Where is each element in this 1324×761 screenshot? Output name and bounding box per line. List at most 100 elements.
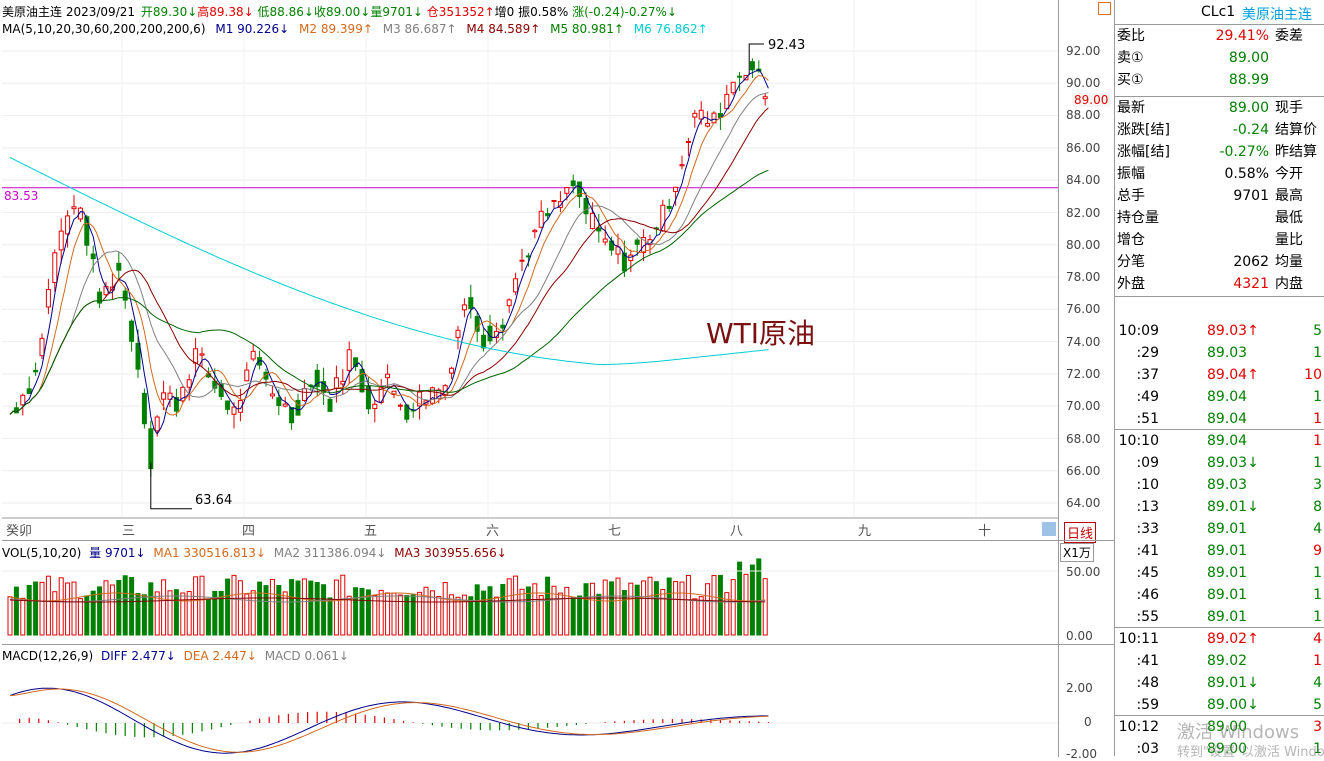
volume-bar: [301, 578, 307, 636]
volume-bar: [7, 596, 13, 636]
tick-row[interactable]: :29 89.03 1: [1115, 342, 1324, 364]
quote-label: 增仓: [1117, 232, 1145, 248]
volume-bar: [193, 576, 199, 636]
volume-bar: [423, 586, 429, 636]
volume-panel[interactable]: VOL(5,10,20) 量 9701↓ MA1 330516.813↓ MA2…: [2, 540, 1059, 645]
settings-icon[interactable]: [1098, 2, 1111, 15]
quote-name[interactable]: 美原油主连: [1242, 7, 1312, 23]
vol-tick: 0.00: [1066, 629, 1093, 643]
quote-code: CLc1: [1201, 4, 1236, 20]
quote-value: 29.41%: [1215, 28, 1269, 44]
volume-bar: [385, 592, 391, 636]
ma10-line: [9, 74, 769, 416]
ma-m6: M6 76.862↑: [633, 22, 708, 36]
macd-panel[interactable]: MACD(12,26,9) DIFF 2.477↓ DEA 2.447↓ MAC…: [2, 644, 1059, 757]
macd-chart[interactable]: [2, 645, 1058, 757]
candle-body: [314, 369, 320, 388]
volume-bar: [532, 583, 538, 636]
tick-row[interactable]: :51 89.04 1: [1115, 408, 1324, 430]
tick-row[interactable]: :59 89.00↓ 5: [1115, 694, 1324, 716]
tick-row[interactable]: :45 89.01 1: [1115, 562, 1324, 584]
tick-row[interactable]: :13 89.01↓ 8: [1115, 496, 1324, 518]
candle-body: [666, 205, 672, 209]
tick-price: 89.01: [1207, 565, 1248, 581]
oi-change: 增0: [494, 5, 515, 19]
volume-bar: [429, 590, 435, 636]
quote-label-right: 均量: [1275, 254, 1303, 270]
volume-bar: [583, 583, 589, 636]
quote-label-right: 内盘: [1275, 276, 1303, 292]
tick-row[interactable]: 10:11 89.02↑ 4: [1115, 628, 1324, 650]
candle-body: [730, 81, 736, 94]
vol-ma3: MA3 303955.656↓: [394, 546, 507, 560]
candle-body: [481, 334, 487, 349]
vol-header: VOL(5,10,20) 量 9701↓ MA1 330516.813↓ MA2…: [2, 544, 507, 561]
tick-row[interactable]: :37 89.04↑ 10: [1115, 364, 1324, 386]
volume-bar: [519, 588, 525, 636]
ma-m1: M1 90.226↓: [215, 22, 290, 36]
tick-volume: 1: [1313, 609, 1322, 625]
tick-row[interactable]: :03 89.00 1: [1115, 738, 1324, 760]
tick-row[interactable]: :10 89.03 3: [1115, 474, 1324, 496]
ma-m3: M3 86.687↑: [382, 22, 457, 36]
volume-bar: [276, 585, 282, 636]
tick-volume: 1: [1313, 433, 1322, 449]
candle-body: [602, 238, 608, 243]
volume-chart[interactable]: [2, 541, 1058, 645]
candlestick-chart[interactable]: [2, 0, 1058, 540]
close-value: 收89.00↓: [313, 5, 371, 19]
scroll-right-button[interactable]: [1042, 522, 1056, 536]
tick-row[interactable]: :41 89.02 1: [1115, 650, 1324, 672]
tick-time: :09: [1136, 455, 1159, 471]
ma-label: MA(5,10,20,30,60,200,200,200,6): [2, 22, 206, 36]
candle-body: [685, 140, 691, 143]
volume-bar: [154, 591, 160, 636]
volume-bar: [295, 580, 301, 636]
tick-price: 89.01: [1207, 543, 1248, 559]
candle-body: [39, 337, 45, 357]
tick-row[interactable]: :55 89.01 1: [1115, 606, 1324, 628]
volume-bar: [673, 581, 679, 636]
tick-row[interactable]: :33 89.01 4: [1115, 518, 1324, 540]
amplitude-value: 振0.58%: [518, 5, 569, 19]
tick-price: 89.03: [1207, 345, 1248, 361]
volume-bar: [666, 577, 672, 636]
quote-row: 最新 89.00 现手: [1115, 97, 1324, 119]
tick-row[interactable]: :09 89.03↓ 1: [1115, 452, 1324, 474]
tick-volume: 10: [1304, 367, 1322, 383]
volume-bar: [308, 580, 314, 636]
tick-price: 89.03↑: [1207, 323, 1259, 339]
ma-m5: M5 80.981↑: [550, 22, 624, 36]
tick-row[interactable]: :49 89.04 1: [1115, 386, 1324, 408]
ma-header: MA(5,10,20,30,60,200,200,200,6) M1 90.22…: [2, 22, 708, 36]
macd-tick: 2.00: [1066, 681, 1093, 695]
tick-row[interactable]: :41 89.01 9: [1115, 540, 1324, 562]
vol-ma1: MA1 330516.813↓: [153, 546, 266, 560]
tick-volume: 9: [1313, 543, 1322, 559]
tick-price: 89.04: [1207, 433, 1248, 449]
tick-row[interactable]: :48 89.01↓ 4: [1115, 672, 1324, 694]
volume-bar: [717, 574, 723, 636]
month-label-3: 五: [364, 524, 378, 539]
candle-body: [692, 112, 698, 118]
volume-bar: [45, 575, 51, 636]
candle-body: [628, 254, 634, 262]
candle-body: [237, 400, 243, 413]
price-chart-panel[interactable]: 美原油主连 2023/09/21 开89.30↓高89.38↓ 低88.86↓收…: [2, 0, 1059, 540]
quote-label: 涨幅[结]: [1117, 144, 1170, 160]
period-button[interactable]: 日线: [1064, 522, 1097, 543]
volume-bar: [596, 593, 602, 636]
tick-row[interactable]: 10:10 89.04 1: [1115, 430, 1324, 452]
tick-time: :03: [1136, 741, 1159, 757]
volume-bar: [551, 585, 557, 636]
volume-bar: [692, 598, 698, 636]
tick-row[interactable]: :46 89.01 1: [1115, 584, 1324, 606]
volume-bar: [711, 575, 717, 636]
quote-panel: CLc1 美原油主连 委比 29.41% 委差 卖① 89.00 买① 88.99 最新 89.…: [1114, 0, 1324, 760]
volume-bar: [321, 584, 327, 636]
tick-row[interactable]: 10:09 89.03↑ 5: [1115, 320, 1324, 342]
tick-row[interactable]: 10:12 89.00 3: [1115, 716, 1324, 738]
tick-price: 89.03: [1207, 477, 1248, 493]
ma5-line: [9, 68, 769, 435]
candle-body: [346, 349, 352, 371]
